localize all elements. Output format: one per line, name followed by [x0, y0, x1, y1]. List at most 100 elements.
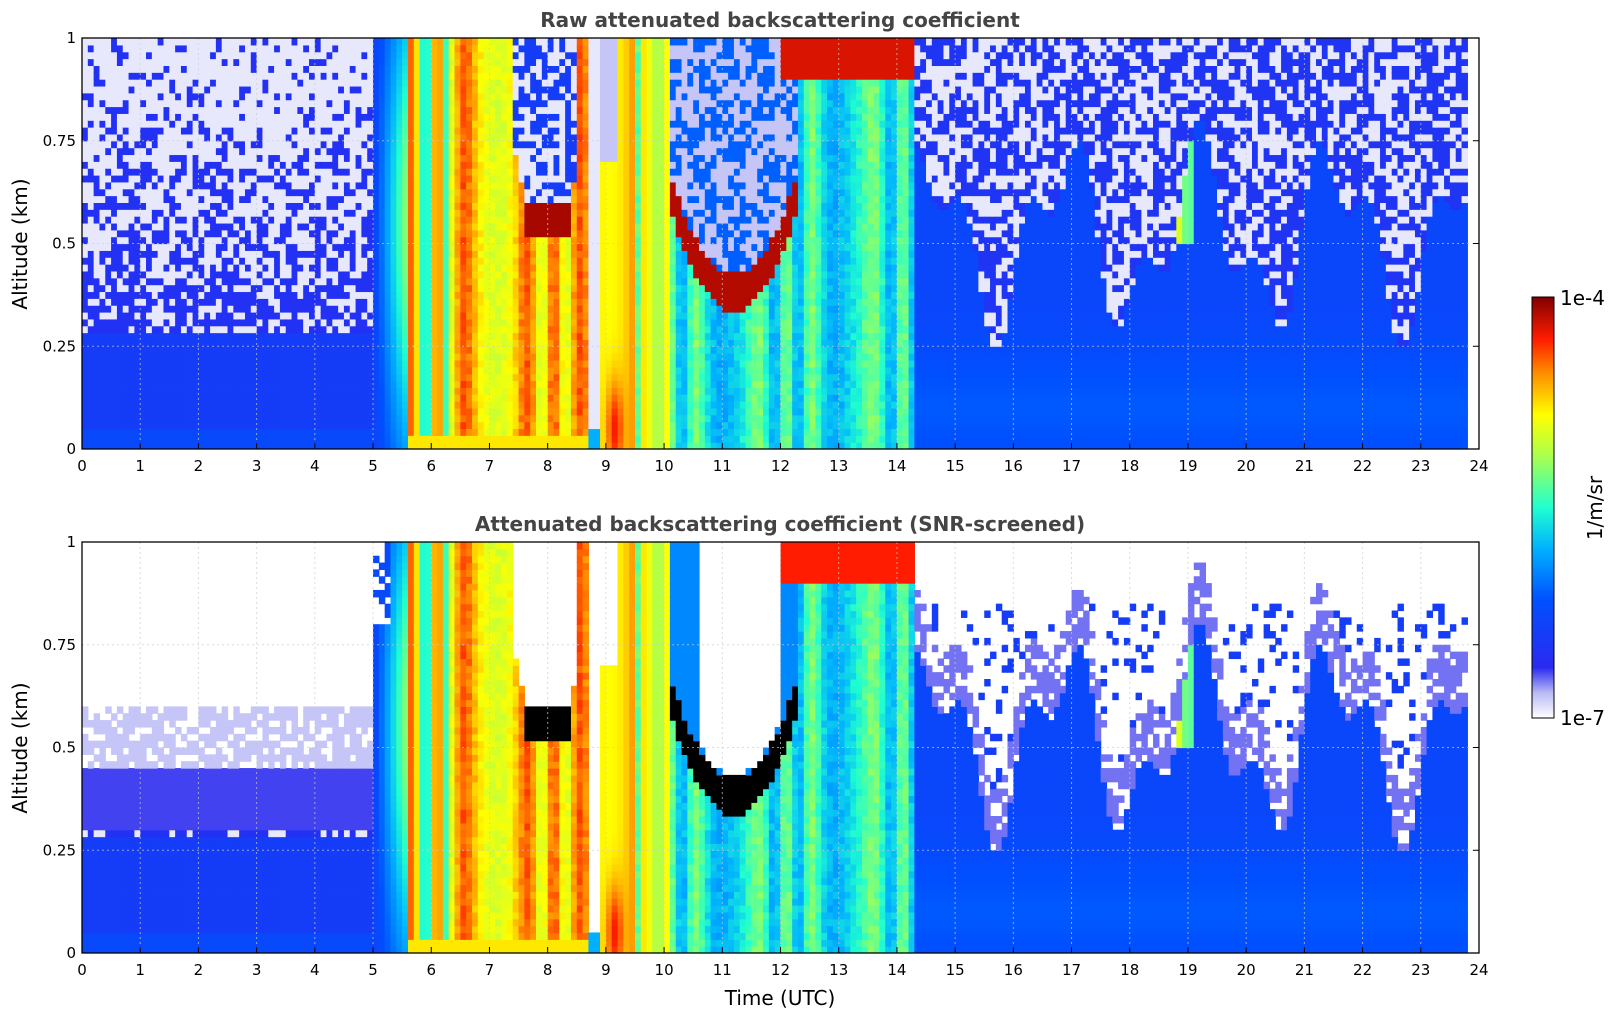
heatmap-cell	[530, 85, 537, 94]
heatmap-cell	[134, 421, 141, 430]
heatmap-cell	[501, 407, 508, 416]
heatmap-cell	[122, 106, 130, 114]
heatmap-cell	[332, 236, 339, 245]
heatmap-cell	[116, 175, 124, 183]
heatmap-cell	[279, 373, 287, 382]
heatmap-cell	[239, 442, 246, 449]
heatmap-cell	[140, 209, 147, 217]
heatmap-cell	[402, 387, 409, 395]
heatmap-cell	[250, 428, 258, 436]
heatmap-cell	[530, 113, 537, 121]
heatmap-cell	[402, 421, 409, 430]
heatmap-cell	[530, 72, 537, 80]
heatmap-cell	[204, 188, 211, 197]
heatmap-cell	[524, 312, 531, 320]
heatmap-cell	[547, 257, 555, 265]
heatmap-cell	[140, 435, 147, 443]
heatmap-cell	[413, 79, 421, 87]
heatmap-cell	[146, 216, 153, 224]
heatmap-cell	[512, 72, 520, 80]
heatmap-cell	[512, 140, 520, 149]
heatmap-cell	[501, 133, 508, 142]
heatmap-cell	[495, 264, 502, 272]
heatmap-cell	[343, 243, 351, 251]
heatmap-cell	[279, 394, 287, 402]
heatmap-cell	[227, 435, 234, 443]
heatmap-cell	[338, 387, 345, 395]
heatmap-cell	[186, 229, 194, 238]
heatmap-cell	[163, 401, 170, 409]
heatmap-cell	[186, 428, 194, 436]
heatmap-cell	[378, 127, 386, 135]
heatmap-cell	[186, 133, 194, 142]
heatmap-cell	[396, 99, 403, 108]
heatmap-cell	[93, 195, 101, 203]
heatmap-cell	[221, 325, 229, 334]
heatmap-cell	[268, 442, 275, 449]
heatmap-cell	[99, 312, 106, 320]
heatmap-cell	[320, 353, 328, 361]
heatmap-cell	[512, 380, 520, 388]
heatmap-cell	[82, 373, 89, 382]
heatmap-cell	[291, 387, 298, 395]
heatmap-cell	[157, 209, 165, 217]
heatmap-cell	[192, 243, 200, 251]
heatmap-cell	[134, 154, 141, 162]
heatmap-cell	[506, 407, 514, 416]
heatmap-cell	[215, 353, 223, 361]
heatmap-cell	[314, 264, 322, 272]
heatmap-cell	[349, 380, 357, 388]
heatmap-cell	[256, 85, 264, 94]
heatmap-cell	[530, 216, 537, 224]
heatmap-cell	[355, 209, 362, 217]
heatmap-cell	[390, 264, 397, 272]
heatmap-cell	[320, 305, 328, 313]
heatmap-cell	[303, 325, 310, 334]
heatmap-cell	[221, 72, 229, 80]
heatmap-cell	[506, 175, 514, 183]
heatmap-cell	[472, 236, 479, 245]
heatmap-cell	[274, 359, 281, 368]
heatmap-cell	[285, 51, 293, 60]
heatmap-cell	[425, 51, 432, 60]
heatmap-cell	[314, 428, 322, 436]
heatmap-cell	[495, 38, 502, 46]
heatmap-cell	[489, 401, 496, 409]
heatmap-cell	[268, 202, 275, 210]
heatmap-cell	[413, 236, 421, 245]
heatmap-cell	[82, 407, 89, 416]
heatmap-cell	[442, 318, 450, 327]
heatmap-cell	[460, 58, 467, 66]
heatmap-cell	[349, 332, 357, 340]
heatmap-cell	[355, 312, 362, 320]
heatmap-cell	[279, 195, 287, 203]
heatmap-cell	[291, 312, 298, 320]
heatmap-cell	[262, 44, 269, 53]
heatmap-cell	[116, 325, 124, 334]
heatmap-cell	[291, 216, 298, 224]
heatmap-cell	[274, 106, 281, 114]
heatmap-cell	[402, 353, 409, 361]
heatmap-cell	[326, 161, 333, 169]
heatmap-cell	[559, 366, 566, 375]
heatmap-cell	[541, 270, 549, 279]
heatmap-cell	[285, 359, 293, 368]
heatmap-cell	[210, 257, 217, 265]
heatmap-cell	[151, 442, 159, 449]
heatmap-cell	[128, 332, 135, 340]
heatmap-cell	[349, 325, 357, 334]
heatmap-cell	[512, 284, 520, 293]
heatmap-cell	[536, 51, 543, 60]
heatmap-cell	[396, 92, 403, 101]
heatmap-cell	[442, 325, 450, 334]
heatmap-cell	[419, 353, 427, 361]
heatmap-cell	[524, 359, 531, 368]
heatmap-cell	[262, 181, 269, 190]
heatmap-cell	[489, 277, 496, 286]
heatmap-cell	[483, 428, 491, 436]
heatmap-cell	[448, 257, 456, 265]
heatmap-cell	[314, 380, 322, 388]
heatmap-cell	[483, 188, 491, 197]
heatmap-cell	[198, 99, 205, 108]
heatmap-cell	[175, 394, 182, 402]
